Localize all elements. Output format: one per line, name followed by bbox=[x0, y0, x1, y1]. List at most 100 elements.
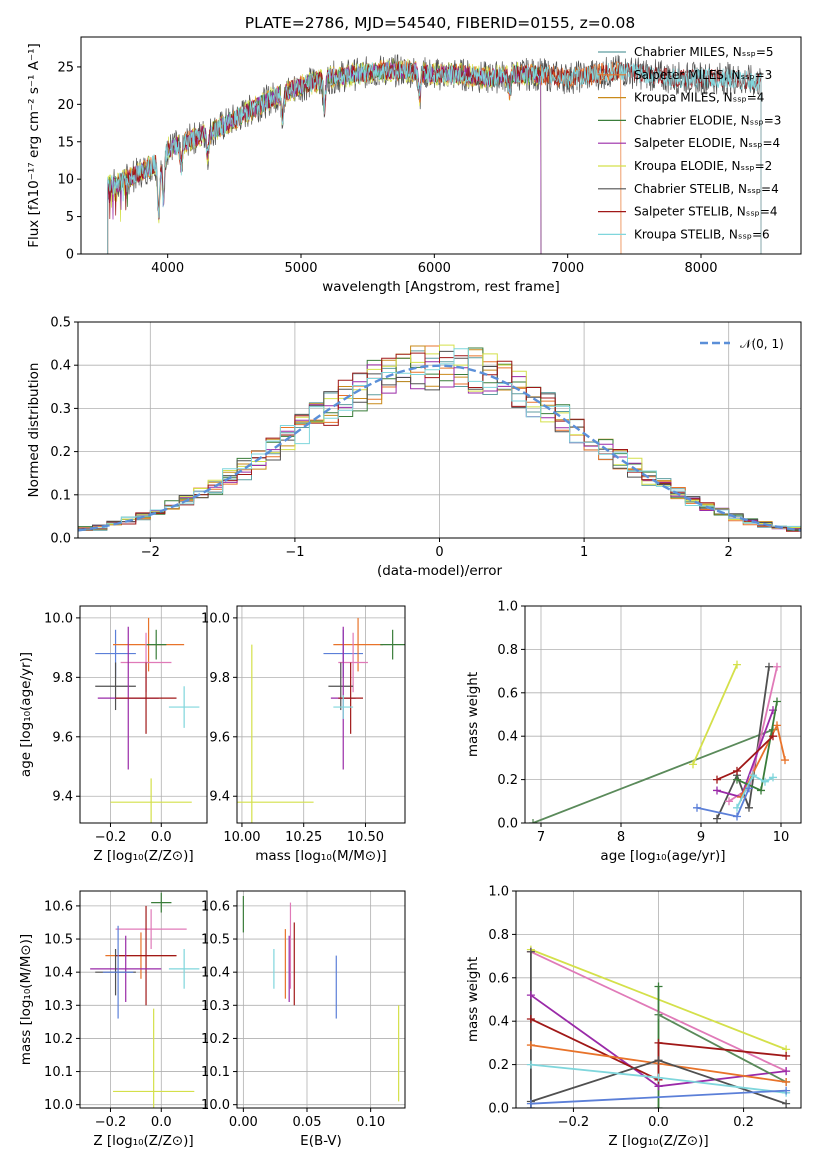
weight-marker bbox=[526, 991, 535, 1000]
axes-frame bbox=[236, 605, 406, 824]
plot-area bbox=[78, 344, 801, 534]
y-tick-label: 10.0 bbox=[44, 1098, 73, 1113]
x-axis-label: wavelength [Angstrom, rest frame] bbox=[322, 279, 560, 295]
y-tick-label: 9.6 bbox=[52, 730, 73, 745]
weight-marker bbox=[782, 1099, 791, 1108]
y-tick-label: 10.6 bbox=[201, 899, 230, 914]
y-tick-label: 10 bbox=[57, 173, 74, 188]
mass-weight-vs-age-panel: 7 8 9 10 0.0 0.2 0.4 0.6 0.8 1.0 age [log₁₀(age/yr… bbox=[465, 600, 802, 864]
y-tick-label: 10.1 bbox=[44, 1065, 73, 1080]
y-tick-label: 0.4 bbox=[50, 359, 71, 374]
y-tick-label: 25 bbox=[57, 60, 74, 75]
weight-marker bbox=[654, 1038, 663, 1047]
plot-area bbox=[95, 617, 200, 823]
x-tick-label: 4000 bbox=[151, 261, 184, 276]
mass-weight-vs-metallicity-panel: −0.2 0.0 0.2 0.0 0.2 0.4 0.6 0.8 1.0 Z [log₁₀(Z/Z… bbox=[465, 885, 802, 1149]
x-axis-label: age [log₁₀(age/yr)] bbox=[600, 848, 725, 864]
x-tick-label: 10.50 bbox=[347, 830, 384, 845]
legend-entry: 𝒩(0, 1) bbox=[740, 337, 784, 351]
y-tick-label: 20 bbox=[57, 98, 74, 113]
weight-marker bbox=[654, 982, 663, 991]
legend-entry: Chabrier MILES, Nₛₛₚ=5 bbox=[634, 45, 774, 59]
y-tick-label: 0.3 bbox=[50, 402, 71, 417]
plot-area bbox=[90, 892, 200, 1108]
x-tick-label: −0.2 bbox=[95, 1115, 127, 1130]
spectrum-line bbox=[107, 61, 542, 254]
weight-line bbox=[532, 728, 774, 823]
spectrum-line bbox=[107, 62, 542, 254]
weight-marker bbox=[773, 697, 781, 706]
histogram-steps bbox=[78, 347, 801, 534]
x-tick-label: −1 bbox=[285, 545, 304, 560]
gaussian-curve bbox=[78, 364, 801, 532]
y-tick-label: 9.8 bbox=[52, 671, 73, 686]
weight-line bbox=[692, 664, 738, 765]
weight-marker bbox=[761, 777, 769, 786]
y-tick-label: 0.0 bbox=[50, 532, 71, 547]
y-tick-label: 10.5 bbox=[201, 933, 230, 948]
y-tick-label: 0.4 bbox=[497, 730, 518, 745]
y-tick-label: 5 bbox=[66, 210, 74, 225]
y-axis-label: mass weight bbox=[465, 672, 481, 757]
x-tick-label: 0 bbox=[435, 545, 443, 560]
y-tick-label: 15 bbox=[57, 135, 74, 150]
weight-marker bbox=[745, 784, 753, 793]
legend-entry: Chabrier STELIB, Nₛₛₚ=4 bbox=[634, 182, 779, 196]
y-tick-label: 9.4 bbox=[52, 790, 73, 805]
y-axis-label: mass [log₁₀(M/M⊙)] bbox=[18, 934, 34, 1065]
x-tick-label: 10.00 bbox=[223, 830, 260, 845]
legend-entry: Salpeter ELODIE, Nₛₛₚ=4 bbox=[634, 136, 780, 150]
weight-marker bbox=[654, 1056, 663, 1065]
weight-marker bbox=[526, 1041, 535, 1050]
weight-marker bbox=[526, 1015, 535, 1024]
plot-area bbox=[237, 617, 405, 823]
y-tick-label: 9.8 bbox=[209, 671, 230, 686]
spectrum-panel: Chabrier MILES, Nₛₛₚ=5 Salpeter MILES, Nₛ… bbox=[26, 36, 802, 295]
axes-frame bbox=[524, 605, 802, 824]
weight-marker bbox=[782, 1051, 791, 1060]
weight-marker bbox=[733, 812, 741, 821]
weight-marker bbox=[769, 732, 777, 741]
residual-histogram-panel: 𝒩(0, 1) −2 −1 0 1 2 0.0 0.1 0.2 0.3 0.4 0.5 (data-mo… bbox=[26, 316, 802, 579]
y-tick-label: 0 bbox=[66, 248, 74, 263]
y-axis-label: Normed distribution bbox=[26, 363, 42, 498]
x-tick-label: 2 bbox=[725, 545, 733, 560]
y-tick-label: 10.0 bbox=[201, 1098, 230, 1113]
x-axis-label: Z [log₁₀(Z/Z⊙)] bbox=[93, 1133, 193, 1149]
x-tick-label: −0.2 bbox=[558, 1115, 590, 1130]
weight-marker bbox=[733, 660, 741, 669]
weight-line bbox=[658, 1013, 787, 1083]
y-tick-label: 10.2 bbox=[44, 1032, 73, 1047]
x-tick-label: −0.2 bbox=[95, 830, 127, 845]
plot-area bbox=[529, 660, 789, 823]
weight-marker bbox=[769, 773, 777, 782]
y-tick-label: 0.6 bbox=[497, 686, 518, 701]
legend-entry: Salpeter MILES, Nₛₛₚ=3 bbox=[634, 68, 772, 82]
y-tick-label: 10.2 bbox=[201, 1032, 230, 1047]
y-tick-label: 10.0 bbox=[201, 611, 230, 626]
x-tick-label: 8000 bbox=[684, 261, 717, 276]
y-tick-label: 1.0 bbox=[488, 885, 509, 900]
y-tick-label: 10.5 bbox=[44, 933, 73, 948]
age-vs-mass-panel: 10.00 10.25 10.50 9.4 9.6 9.8 10.0 mass [log₁₀(… bbox=[201, 605, 406, 864]
weight-marker bbox=[526, 1060, 535, 1069]
y-tick-label: 0.6 bbox=[488, 971, 509, 986]
x-tick-label: 0.10 bbox=[356, 1115, 385, 1130]
x-axis-label: E(B-V) bbox=[300, 1133, 342, 1149]
y-tick-label: 0.4 bbox=[488, 1015, 509, 1030]
y-tick-label: 9.6 bbox=[209, 730, 230, 745]
x-axis-label: (data-model)/error bbox=[377, 563, 503, 579]
plot-area bbox=[242, 895, 400, 1102]
x-tick-label: 0.0 bbox=[648, 1115, 669, 1130]
y-tick-label: 0.5 bbox=[50, 316, 71, 331]
y-axis-label: age [log₁₀(age/yr)] bbox=[18, 652, 34, 777]
legend-entry: Kroupa STELIB, Nₛₛₚ=6 bbox=[634, 227, 770, 241]
weight-marker bbox=[713, 814, 721, 823]
y-tick-label: 0.8 bbox=[488, 928, 509, 943]
figure-title: PLATE=2786, MJD=54540, FIBERID=0155, z=0… bbox=[245, 14, 635, 32]
axes-frame bbox=[79, 890, 208, 1109]
x-axis-label: Z [log₁₀(Z/Z⊙)] bbox=[93, 848, 193, 864]
x-tick-label: 0.2 bbox=[733, 1115, 754, 1130]
x-tick-label: 0.00 bbox=[229, 1115, 258, 1130]
weight-marker bbox=[773, 662, 781, 671]
